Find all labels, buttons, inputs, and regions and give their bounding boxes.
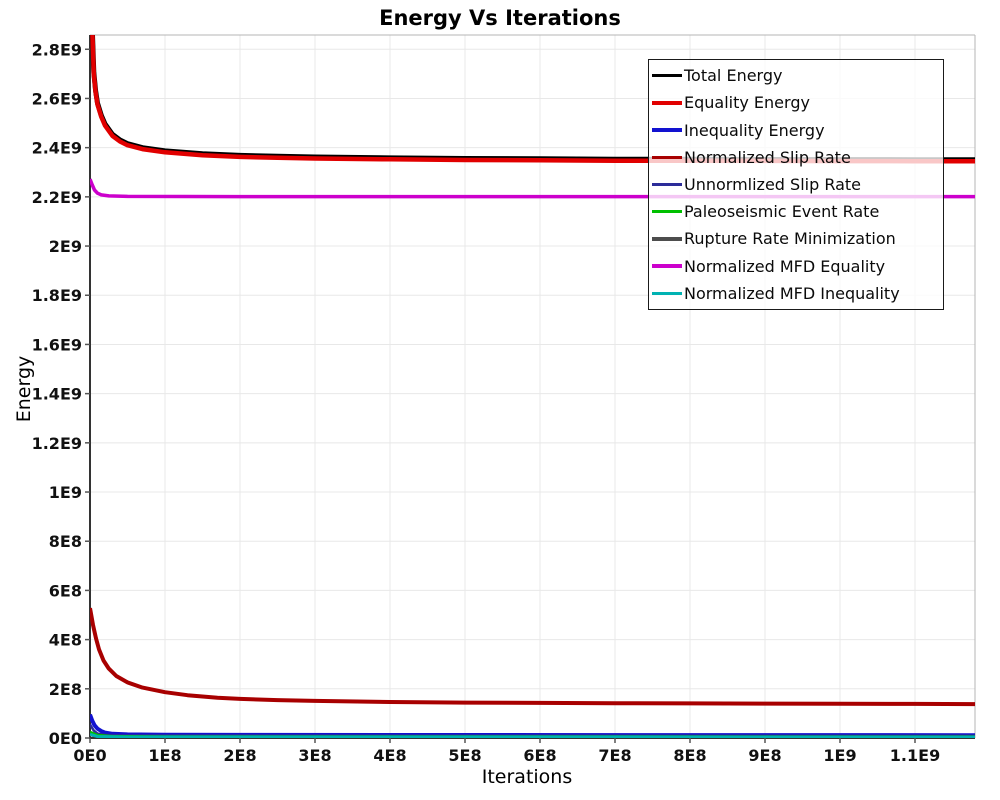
y-tick-label: 2.2E9 [32,188,82,207]
legend-item-paleoseismic-event-rate: Paleoseismic Event Rate [652,202,943,221]
y-tick-label: 2.4E9 [32,139,82,158]
x-tick-label: 6E8 [523,746,556,765]
legend-label: Normalized MFD Equality [684,256,886,276]
legend-label: Rupture Rate Minimization [684,229,896,249]
legend-swatch [652,155,682,160]
series-line-normalized-slip-rate [90,607,975,707]
series-line-normalized-mfd-inequality [90,732,975,738]
legend-swatch [652,209,682,214]
legend-item-inequality-energy: Inequality Energy [652,121,943,140]
x-tick-label: 8E8 [673,746,706,765]
x-tick-label: 5E8 [448,746,481,765]
y-tick-label: 2.8E9 [32,40,82,59]
x-tick-label: 1E8 [148,746,181,765]
legend-item-rupture-rate-minimization: Rupture Rate Minimization [652,229,943,248]
legend-swatch [652,101,682,105]
legend-label: Unnormlized Slip Rate [684,174,862,194]
x-tick-label: 3E8 [298,746,331,765]
legend-label: Inequality Energy [684,120,825,140]
y-tick-label: 2.6E9 [32,89,82,108]
legend-item-total-energy: Total Energy [652,66,943,85]
y-tick-label: 2E9 [49,237,82,256]
y-tick-label: 1.6E9 [32,335,82,354]
x-tick-label: 2E8 [223,746,256,765]
x-tick-label: 7E8 [598,746,631,765]
x-tick-label: 1E9 [823,746,856,765]
legend-item-normalized-mfd-inequality: Normalized MFD Inequality [652,284,943,303]
legend-item-normalized-slip-rate: Normalized Slip Rate [652,148,943,167]
x-tick-label: 9E8 [748,746,781,765]
x-axis-title: Iterations [481,766,573,788]
legend: Total Energy Equality Energy Inequality En… [648,59,944,310]
legend-item-unnormlized-slip-rate: Unnormlized Slip Rate [652,175,943,194]
x-tick-label: 4E8 [373,746,406,765]
y-tick-label: 2E8 [49,680,82,699]
y-tick-label: 1.8E9 [32,286,82,305]
x-tick-label: 1.1E9 [890,746,940,765]
chart-title: Energy Vs Iterations [379,6,621,30]
legend-label: Equality Energy [684,93,810,113]
legend-item-normalized-mfd-equality: Normalized MFD Equality [652,257,943,276]
legend-swatch [652,264,682,268]
x-tick-label: 0E0 [73,746,106,765]
series-line-inequality-energy [90,713,975,738]
legend-label: Total Energy [684,66,783,86]
series-line-normalized-mfd-equality [90,178,975,199]
y-tick-label: 4E8 [49,631,82,650]
legend-item-equality-energy: Equality Energy [652,93,943,112]
legend-label: Normalized MFD Inequality [684,283,900,303]
y-tick-label: 6E8 [49,581,82,600]
legend-label: Normalized Slip Rate [684,147,851,167]
legend-swatch [652,291,682,296]
legend-label: Paleoseismic Event Rate [684,202,880,222]
y-tick-label: 1.4E9 [32,385,82,404]
legend-swatch [652,128,682,132]
y-tick-label: 0E0 [49,729,82,748]
y-tick-label: 8E8 [49,532,82,551]
legend-swatch [652,182,682,187]
y-tick-label: 1.2E9 [32,434,82,453]
y-tick-label: 1E9 [49,483,82,502]
legend-swatch [652,237,682,241]
legend-swatch [652,73,682,78]
